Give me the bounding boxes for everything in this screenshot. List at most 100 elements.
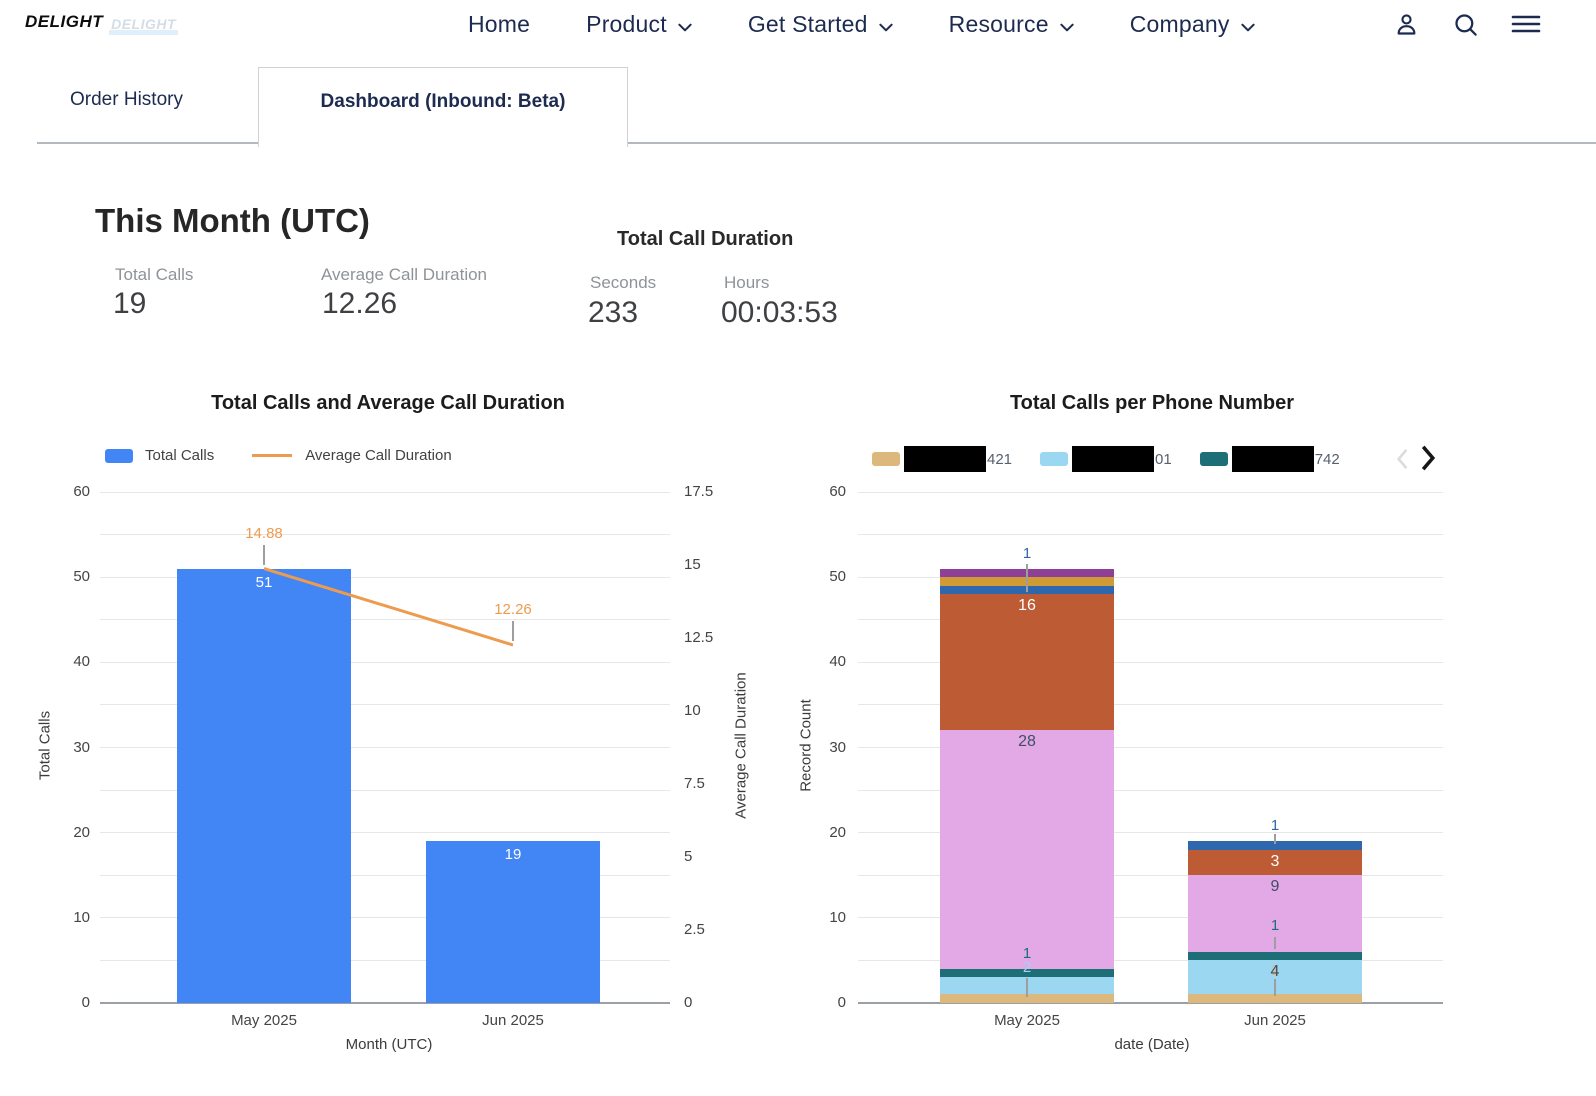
nav-item-resource[interactable]: Resource [949,11,1074,38]
legend-prev-icon[interactable] [1396,448,1409,475]
line-point-label: 14.88 [245,524,283,542]
y-axis-tick-label: 60 [829,483,846,500]
nav-item-home[interactable]: Home [468,11,530,38]
legend-swatch [1040,452,1069,466]
y-axis-right-tick-label: 10 [684,702,701,719]
y-axis-title-left: Total Calls [36,710,54,781]
gridline [858,491,1443,493]
stat-total-calls-label: Total Calls [115,265,194,284]
x-axis-title: Month (UTC) [345,1036,433,1053]
chart-title: Total Calls per Phone Number [1009,392,1295,414]
legend-label-suffix: 01 [1155,450,1172,468]
gridline [858,534,1443,536]
x-axis-tick-label: Jun 2025 [482,1012,544,1029]
stat-avg-duration-label: Average Call Duration [321,265,487,284]
legend-item-phone-01[interactable]: 01 [1040,446,1172,472]
chevron-down-icon [1049,11,1074,38]
y-axis-tick-label: 20 [73,823,90,841]
search-icon[interactable] [1452,11,1479,38]
chevron-down-icon [868,11,893,38]
stack-segment[interactable] [940,968,1114,978]
y-axis-tick-label: 40 [73,653,90,671]
nav-item-label: Home [468,10,531,37]
y-axis-right-tick-label: 7.5 [684,775,705,792]
logo-ghost-underline [109,30,179,35]
total-call-duration-title: Total Call Duration [617,228,794,250]
stack-segment[interactable] [940,994,1114,1003]
y-axis-right-tick-label: 2.5 [684,921,705,938]
account-icon[interactable] [1393,11,1420,38]
duration-hours-label: Hours [724,273,770,292]
legend-swatch [872,452,900,466]
stack-segment[interactable] [1188,841,1362,850]
stack-segment[interactable] [940,585,1114,595]
y-axis-tick-label: 10 [829,908,846,926]
legend-next-icon[interactable] [1420,444,1436,477]
legend-item-average-call-duration[interactable]: Average Call Duration [252,447,452,464]
x-axis-tick-label: May 2025 [231,1012,297,1029]
main-nav: Home Product Get Started Resource Company [468,0,1255,48]
bar-total-calls-jun-2025[interactable] [426,841,600,1003]
y-axis-right-tick-label: 0 [684,994,693,1011]
tab-dashboard-inbound-beta[interactable]: Dashboard (Inbound: Beta) [258,67,628,147]
bar-total-calls-may-2025[interactable] [177,568,351,1003]
menu-icon[interactable] [1511,12,1541,36]
x-axis-tick-label: May 2025 [994,1012,1060,1029]
y-axis-tick-label: 0 [837,994,846,1011]
y-axis-tick-label: 30 [829,738,846,756]
nav-item-get-started[interactable]: Get Started [748,11,893,38]
legend-swatch [1199,452,1228,466]
tabs-divider [37,142,1596,144]
logo[interactable]: DELIGHT DELIGHT [22,12,179,36]
chart-legend: 421 01 742 [872,446,1340,472]
stack-segment[interactable] [940,568,1114,578]
logo-text: DELIGHT [22,12,107,36]
top-header: DELIGHT DELIGHT Home Product Get Started Re… [0,0,1596,48]
stack-segment[interactable] [940,730,1114,969]
line-point-label: 12.26 [494,601,532,618]
nav-item-product[interactable]: Product [586,11,692,38]
line-point-stem [512,621,514,641]
header-actions [1393,0,1541,48]
redaction-box [1231,446,1314,472]
segment-callout-label: 1 [1022,545,1032,563]
chart-title: Total Calls and Average Call Duration [211,392,565,414]
page-title: This Month (UTC) [95,202,370,239]
legend-item-phone-421[interactable]: 421 [872,446,1012,472]
y-axis-right-tick-label: 12.5 [684,629,714,646]
nav-item-company[interactable]: Company [1130,11,1255,38]
x-axis-tick-label: Jun 2025 [1244,1012,1306,1029]
y-axis-title-left: Record Count [797,699,815,792]
stack-segment[interactable] [940,594,1114,731]
chart-legend: Total Calls Average Call Duration [105,447,452,464]
stack-segment[interactable] [1188,849,1362,876]
stack-segment[interactable] [1188,960,1362,995]
nav-item-label: Company [1129,10,1230,37]
stack-segment[interactable] [1188,951,1362,961]
stack-segment[interactable] [940,577,1114,586]
legend-label: Total Calls [145,447,215,464]
stack-segment[interactable] [940,977,1114,995]
legend-item-phone-742[interactable]: 742 [1199,446,1340,472]
y-axis-title-right: Average Call Duration [732,672,750,819]
legend-item-total-calls[interactable]: Total Calls [105,447,214,464]
redaction-box [904,446,986,472]
duration-seconds-value: 233 [588,296,639,329]
legend-label-suffix: 421 [987,450,1013,468]
y-axis-tick-label: 0 [81,994,90,1011]
y-axis-right-tick-label: 17.5 [684,483,714,500]
y-axis-tick-label: 60 [73,483,90,500]
stat-avg-duration-value: 12.26 [322,287,398,320]
y-axis-right-tick-label: 5 [684,848,693,865]
redaction-box [1072,446,1155,472]
gridline [100,534,670,536]
legend-line-swatch [252,454,293,457]
stack-segment[interactable] [1188,994,1362,1003]
legend-swatch [105,448,133,463]
duration-seconds-label: Seconds [590,273,657,292]
stack-segment[interactable] [1188,875,1362,952]
line-point-stem [263,544,265,565]
y-axis-tick-label: 40 [829,653,846,671]
tab-order-history[interactable]: Order History [70,89,183,110]
